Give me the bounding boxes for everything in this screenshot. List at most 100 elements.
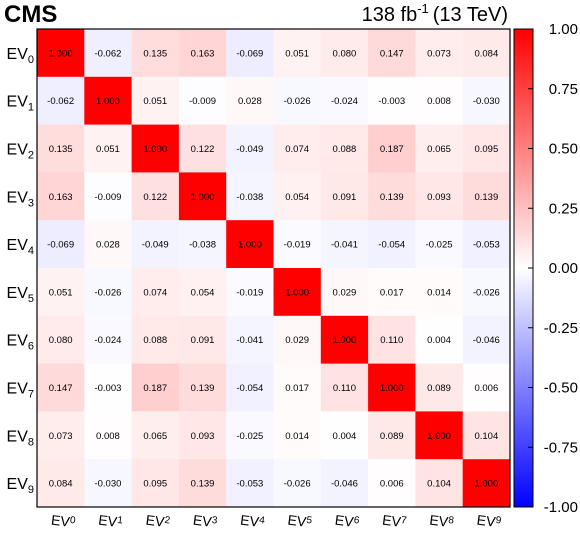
heatmap-cell — [226, 363, 274, 412]
heatmap-cell — [37, 124, 85, 173]
heatmap-cell — [84, 220, 132, 269]
colorbar-tick-label: 0.00 — [549, 260, 578, 277]
heatmap-cell — [415, 459, 464, 508]
lumi-value: 138 fb — [362, 4, 418, 26]
cell-value-label: 0.089 — [380, 431, 404, 442]
heatmap-cell — [368, 76, 416, 125]
x-axis-labels: EV0 EV1 EV2 EV3 EV4 EV5 EV6 EV7 EV8 EV9 — [50, 512, 502, 531]
heatmap-cell — [178, 459, 227, 508]
y-tick-label: EV3 — [7, 189, 34, 209]
cell-value-label: 0.122 — [191, 144, 215, 155]
cell-value-label: -0.062 — [94, 48, 121, 59]
cell-value-label: 1.000 — [49, 48, 73, 59]
heatmap-cell — [368, 172, 416, 221]
cell-value-label: 0.054 — [191, 287, 215, 298]
cell-value-label: 0.110 — [333, 383, 356, 394]
heatmap-values: 1.000 -0.062 0.135 0.163 -0.069 0.051 0.080 0.1… — [47, 48, 500, 489]
cell-value-label: 0.084 — [474, 48, 498, 59]
heatmap-cell — [226, 459, 274, 508]
cell-value-label: 0.074 — [143, 287, 167, 298]
luminosity-label: 138 fb-1 (13 TeV) — [362, 1, 508, 26]
x-tick-label: EV1 — [98, 512, 124, 531]
heatmap-cell — [320, 411, 369, 460]
heatmap-cell — [178, 268, 227, 317]
heatmap-cell — [273, 76, 322, 125]
heatmap-cell — [273, 268, 322, 317]
cell-value-label: 0.008 — [427, 96, 451, 107]
heatmap-cell — [226, 29, 274, 78]
heatmap-cell — [84, 172, 132, 221]
heatmap-cell — [273, 124, 322, 173]
cell-value-label: -0.026 — [94, 287, 121, 298]
cell-value-label: 0.051 — [49, 287, 73, 298]
cell-value-label: 1.000 — [333, 335, 357, 346]
cell-value-label: 0.147 — [49, 383, 73, 394]
x-tick-label: EV8 — [429, 512, 455, 531]
cell-value-label: -0.003 — [94, 383, 121, 394]
cell-value-label: -0.069 — [47, 240, 74, 251]
heatmap-cell — [462, 220, 511, 269]
cell-value-label: -0.049 — [236, 144, 263, 155]
cell-value-label: 1.000 — [427, 431, 451, 442]
cell-value-label: 0.080 — [49, 335, 73, 346]
x-tick-label: EV2 — [145, 512, 171, 531]
cell-value-label: 1.000 — [143, 144, 167, 155]
heatmap-cell — [462, 76, 511, 125]
heatmap-cell — [462, 459, 511, 508]
cell-value-label: -0.030 — [94, 479, 121, 490]
heatmap-cell — [178, 363, 227, 412]
heatmap-cell — [368, 411, 416, 460]
cell-value-label: -0.019 — [236, 287, 263, 298]
cell-value-label: -0.024 — [94, 335, 121, 346]
heatmap-cell — [320, 29, 369, 78]
heatmap-cell — [462, 268, 511, 317]
cell-value-label: -0.003 — [378, 96, 405, 107]
colorbar-tick-label: 0.50 — [549, 141, 578, 158]
y-tick-label: EV7 — [7, 381, 34, 401]
cell-value-label: 0.091 — [191, 335, 215, 346]
cell-value-label: -0.049 — [142, 240, 169, 251]
cell-value-label: 0.080 — [333, 48, 357, 59]
heatmap-cell — [368, 315, 416, 364]
cell-value-label: 0.017 — [285, 383, 309, 394]
cell-value-label: -0.009 — [94, 192, 121, 203]
heatmap-cell — [273, 29, 322, 78]
heatmap-cell — [37, 411, 85, 460]
plot-frame — [36, 28, 511, 508]
heatmap-cell — [462, 315, 511, 364]
cell-value-label: -0.026 — [284, 96, 311, 107]
cell-value-label: 0.014 — [427, 287, 451, 298]
cell-value-label: 0.074 — [285, 144, 309, 155]
cell-value-label: 0.095 — [143, 479, 167, 490]
heatmap-cell — [462, 124, 511, 173]
y-tick-label: EV2 — [7, 142, 34, 162]
colorbar-ticks: -1.00 -0.75 -0.50 -0.25 0.00 0.25 0.50 0.75 1.00 — [528, 21, 578, 516]
cell-value-label: -0.046 — [331, 479, 358, 490]
cell-value-label: 0.008 — [96, 431, 120, 442]
cell-value-label: 0.135 — [143, 48, 167, 59]
cell-value-label: 0.028 — [238, 96, 262, 107]
heatmap-cell — [226, 411, 274, 460]
cell-value-label: 0.139 — [191, 383, 215, 394]
cell-value-label: 0.014 — [285, 431, 309, 442]
heatmap-cell — [178, 315, 227, 364]
cell-value-label: 0.163 — [49, 192, 73, 203]
cell-value-label: 1.000 — [285, 287, 309, 298]
heatmap-cell — [178, 220, 227, 269]
lumi-exponent: -1 — [417, 1, 429, 16]
cell-value-label: -0.026 — [473, 287, 500, 298]
heatmap-cell — [131, 172, 180, 221]
cell-value-label: 0.139 — [380, 192, 404, 203]
x-tick-label: EV7 — [381, 512, 407, 531]
cell-value-label: 1.000 — [474, 479, 498, 490]
heatmap-cell — [131, 411, 180, 460]
y-tick-label: EV5 — [7, 285, 34, 305]
cell-value-label: 0.104 — [474, 431, 498, 442]
cell-value-label: 1.000 — [96, 96, 120, 107]
colorbar-tick-label: -0.50 — [544, 380, 578, 397]
cell-value-label: 0.084 — [49, 479, 73, 490]
cell-value-label: -0.041 — [236, 335, 263, 346]
cell-value-label: 0.089 — [427, 383, 451, 394]
cell-value-label: -0.026 — [284, 479, 311, 490]
heatmap-cell — [415, 411, 464, 460]
